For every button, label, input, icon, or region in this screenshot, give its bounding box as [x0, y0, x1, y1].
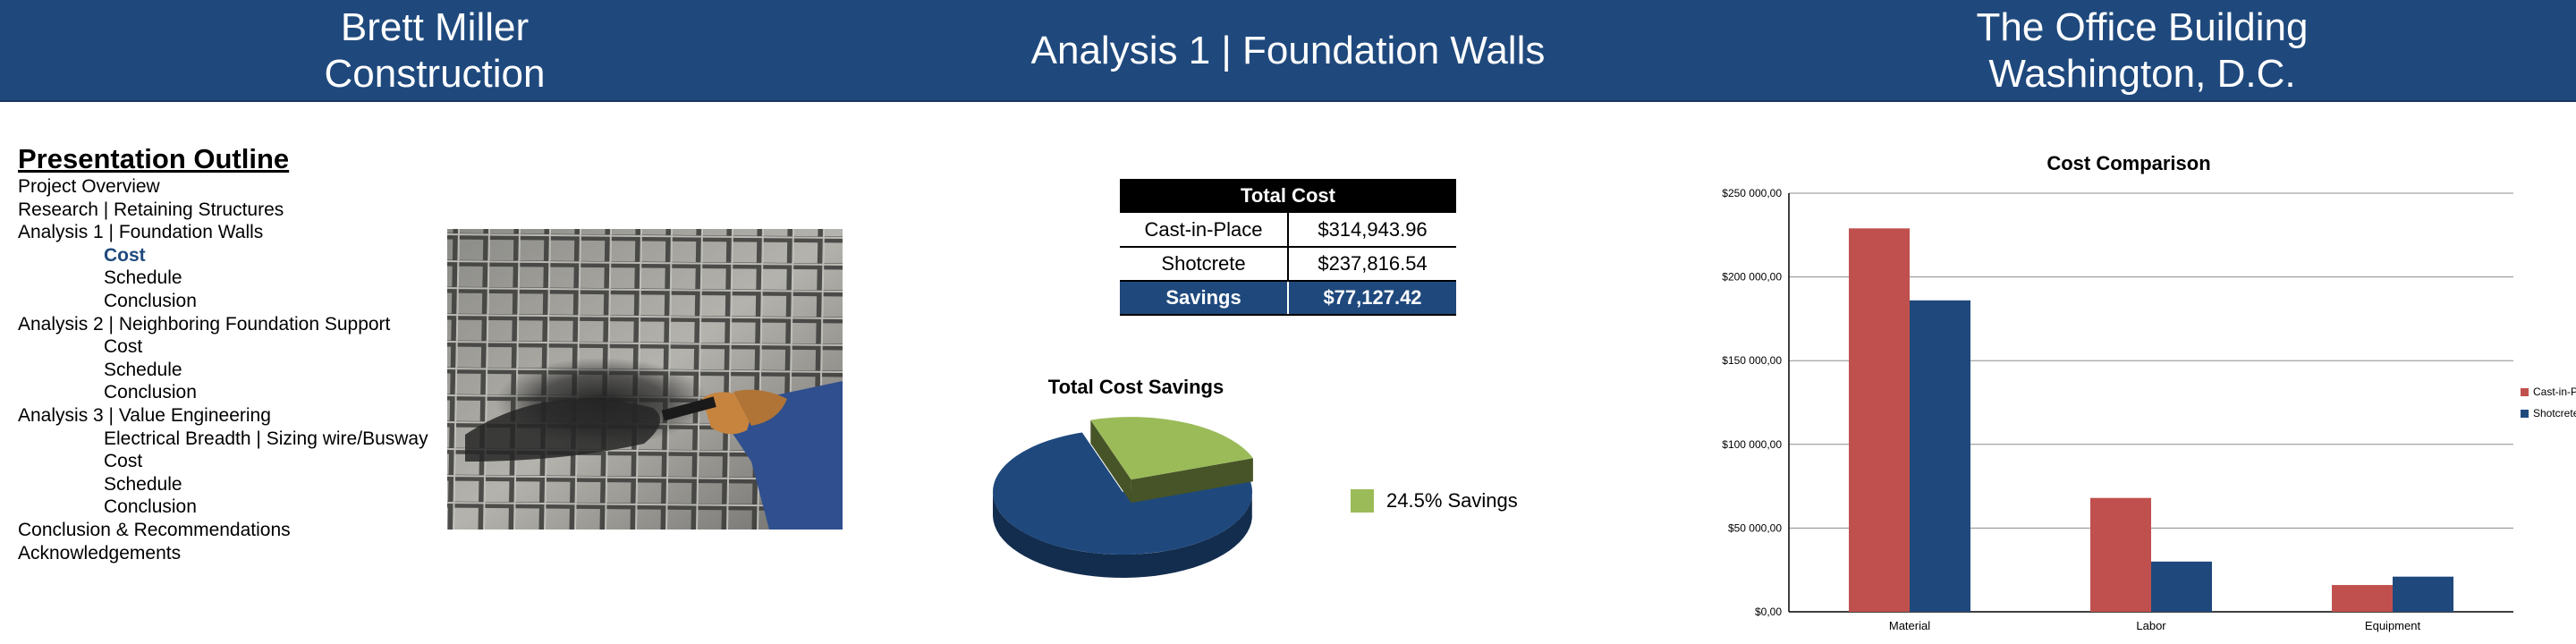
bar-shotcrete-labor	[2151, 561, 2212, 612]
legend-label: Shotcrete	[2533, 407, 2576, 419]
x-tick-label: Labor	[2136, 619, 2166, 632]
legend-label-savings: 24.5% Savings	[1386, 489, 1518, 512]
outline-item: Analysis 1 | Foundation Walls	[18, 222, 264, 243]
outline-item: Acknowledgements	[18, 542, 182, 564]
table-row: Shotcrete $237,816.54	[1120, 247, 1456, 282]
bar-cast-in-place-equipment	[2332, 585, 2393, 612]
y-tick-label: $200 000,00	[1722, 271, 1782, 284]
company-name-line2: Construction	[324, 52, 546, 96]
table-row: Cast-in-Place $314,943.96	[1120, 213, 1456, 248]
outline-item: Schedule	[104, 359, 182, 380]
outline-item: Electrical Breadth | Sizing wire/Busway	[104, 428, 428, 449]
y-tick-label: $50 000,00	[1728, 521, 1782, 534]
outline-item: Cost	[104, 451, 143, 472]
legend-swatch	[2521, 388, 2529, 396]
pie-slice-cut	[1090, 419, 1131, 504]
rebar-spraying-image	[447, 229, 843, 530]
x-tick-label: Material	[1889, 619, 1930, 632]
outline-title: Presentation Outline	[18, 143, 290, 174]
outline-item: Schedule	[104, 473, 182, 495]
legend-swatch-savings	[1351, 489, 1374, 513]
savings-value: $77,127.42	[1288, 281, 1456, 316]
row-value: $237,816.54	[1288, 247, 1456, 282]
bar-cast-in-place-labor	[2090, 497, 2151, 612]
company-name: Brett Miller Construction	[166, 0, 703, 102]
outline-item: Conclusion	[104, 382, 197, 403]
total-cost-table: Total Cost Cast-in-Place $314,943.96 Sho…	[1120, 179, 1456, 316]
pie-slice-cut	[1131, 458, 1253, 504]
presentation-outline: Presentation Outline Project Overview Res…	[18, 143, 447, 564]
building-location-line2: Washington, D.C.	[1988, 52, 2296, 96]
legend-swatch	[2521, 410, 2529, 418]
x-tick-label: Equipment	[2365, 619, 2421, 632]
y-tick-label: $100 000,00	[1722, 438, 1782, 451]
building-name-line1: The Office Building	[1976, 5, 2309, 49]
y-tick-label: $150 000,00	[1722, 354, 1782, 367]
savings-label: Savings	[1120, 281, 1289, 316]
company-name-line1: Brett Miller	[340, 5, 530, 49]
cost-comparison-chart: Cost Comparison $0,00 $50 000,00 $100 000,0…	[1722, 152, 2576, 632]
outline-list: Project Overview Research | Retaining Str…	[18, 175, 447, 564]
y-tick-label: $0,00	[1755, 606, 1782, 618]
table-header: Total Cost	[1120, 179, 1456, 213]
bar-cast-in-place-material	[1849, 228, 1910, 612]
pie-legend: 24.5% Savings	[1351, 489, 1518, 513]
outline-item: Project Overview	[18, 176, 160, 197]
outline-item: Cost	[104, 244, 146, 266]
title-banner: Brett Miller Construction Analysis 1 | F…	[0, 0, 2576, 102]
row-label: Shotcrete	[1120, 247, 1289, 282]
bar-chart-title: Cost Comparison	[2046, 152, 2210, 174]
shotcrete-photo	[447, 229, 843, 530]
legend-label: Cast-in-Place	[2533, 386, 2576, 398]
pie-chart	[993, 417, 1253, 578]
savings-row: Savings $77,127.42	[1120, 281, 1456, 316]
row-value: $314,943.96	[1288, 213, 1456, 248]
pie-slice-remaining	[993, 432, 1253, 555]
row-label: Cast-in-Place	[1120, 213, 1289, 248]
pie-chart-title: Total Cost Savings	[1047, 376, 1224, 398]
bar-shotcrete-equipment	[2393, 576, 2453, 612]
building-name: The Office Building Washington, D.C.	[1869, 0, 2415, 102]
outline-item: Schedule	[104, 267, 182, 289]
outline-item: Analysis 2 | Neighboring Foundation Supp…	[18, 313, 391, 335]
outline-item: Conclusion & Recommendations	[18, 519, 291, 540]
y-tick-label: $250 000,00	[1722, 187, 1782, 199]
outline-item: Conclusion	[104, 496, 197, 518]
pie-slice-side	[993, 492, 1252, 578]
slide-title: Analysis 1 | Foundation Walls	[1030, 29, 1546, 72]
pie-slice-savings	[1090, 417, 1253, 480]
outline-item: Research | Retaining Structures	[18, 199, 284, 220]
outline-item: Cost	[104, 336, 143, 358]
outline-item: Analysis 3 | Value Engineering	[18, 404, 271, 426]
outline-item: Conclusion	[104, 290, 197, 311]
bar-shotcrete-material	[1910, 300, 1970, 612]
